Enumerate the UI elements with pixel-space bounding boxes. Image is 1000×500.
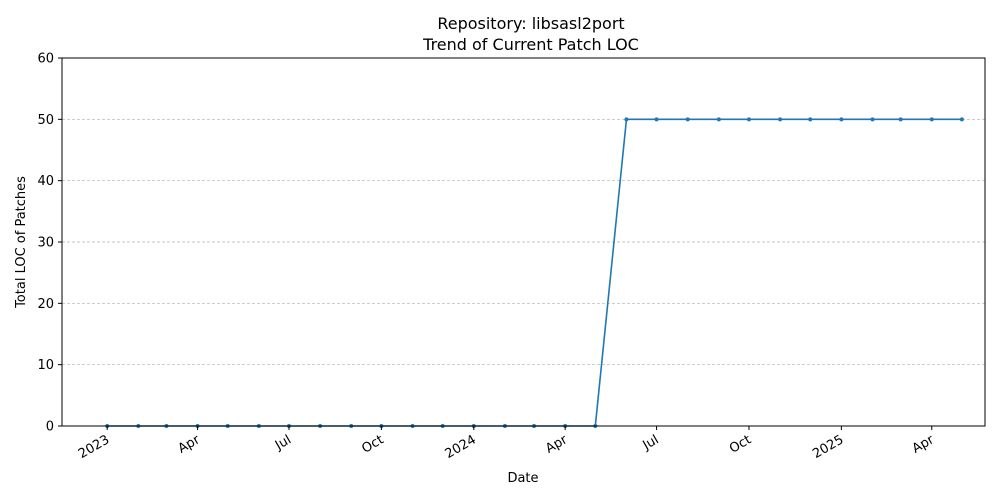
x-tick-label: Oct: [359, 432, 386, 456]
x-axis-title: Date: [507, 471, 538, 486]
x-tick-label: 2023: [76, 432, 112, 462]
y-tick-label: 50: [37, 113, 54, 128]
series-line: [107, 118, 962, 427]
chart-title-line1: Repository: libsasl2port: [437, 14, 624, 33]
series-layer: [105, 117, 964, 428]
grid-lines: [62, 118, 985, 366]
data-point: [778, 117, 783, 122]
x-tick-label: Jul: [272, 432, 294, 453]
data-point: [808, 117, 813, 122]
x-tick-label: Apr: [543, 432, 571, 457]
data-point: [624, 117, 629, 122]
data-point: [746, 117, 751, 122]
x-tick-label: Apr: [176, 432, 204, 457]
x-tick-label: 2025: [810, 432, 846, 462]
y-tick-label: 0: [46, 420, 54, 435]
y-axis: 0 10 20 30 40 50 60: [37, 52, 62, 435]
x-tick-label: 2024: [443, 432, 479, 462]
y-tick-label: 30: [37, 236, 54, 251]
x-tick-label: Apr: [910, 432, 938, 457]
data-point: [929, 117, 934, 122]
x-tick-label: Oct: [727, 432, 754, 456]
data-point: [685, 117, 690, 122]
chart-title-line2: Trend of Current Patch LOC: [422, 35, 639, 54]
y-tick-label: 20: [37, 297, 54, 312]
y-tick-label: 40: [37, 174, 54, 189]
y-tick-label: 10: [37, 358, 54, 373]
data-point: [898, 117, 903, 122]
x-tick-label: Jul: [640, 432, 662, 453]
data-point: [959, 117, 964, 122]
data-point: [716, 117, 721, 122]
data-point: [654, 117, 659, 122]
x-axis: 2023 Apr Jul Oct 2024 Apr Jul Oct 2025 Apr: [76, 426, 937, 462]
y-tick-label: 60: [37, 52, 54, 67]
y-axis-title: Total LOC of Patches: [14, 176, 29, 309]
data-point: [839, 117, 844, 122]
data-point: [870, 117, 875, 122]
